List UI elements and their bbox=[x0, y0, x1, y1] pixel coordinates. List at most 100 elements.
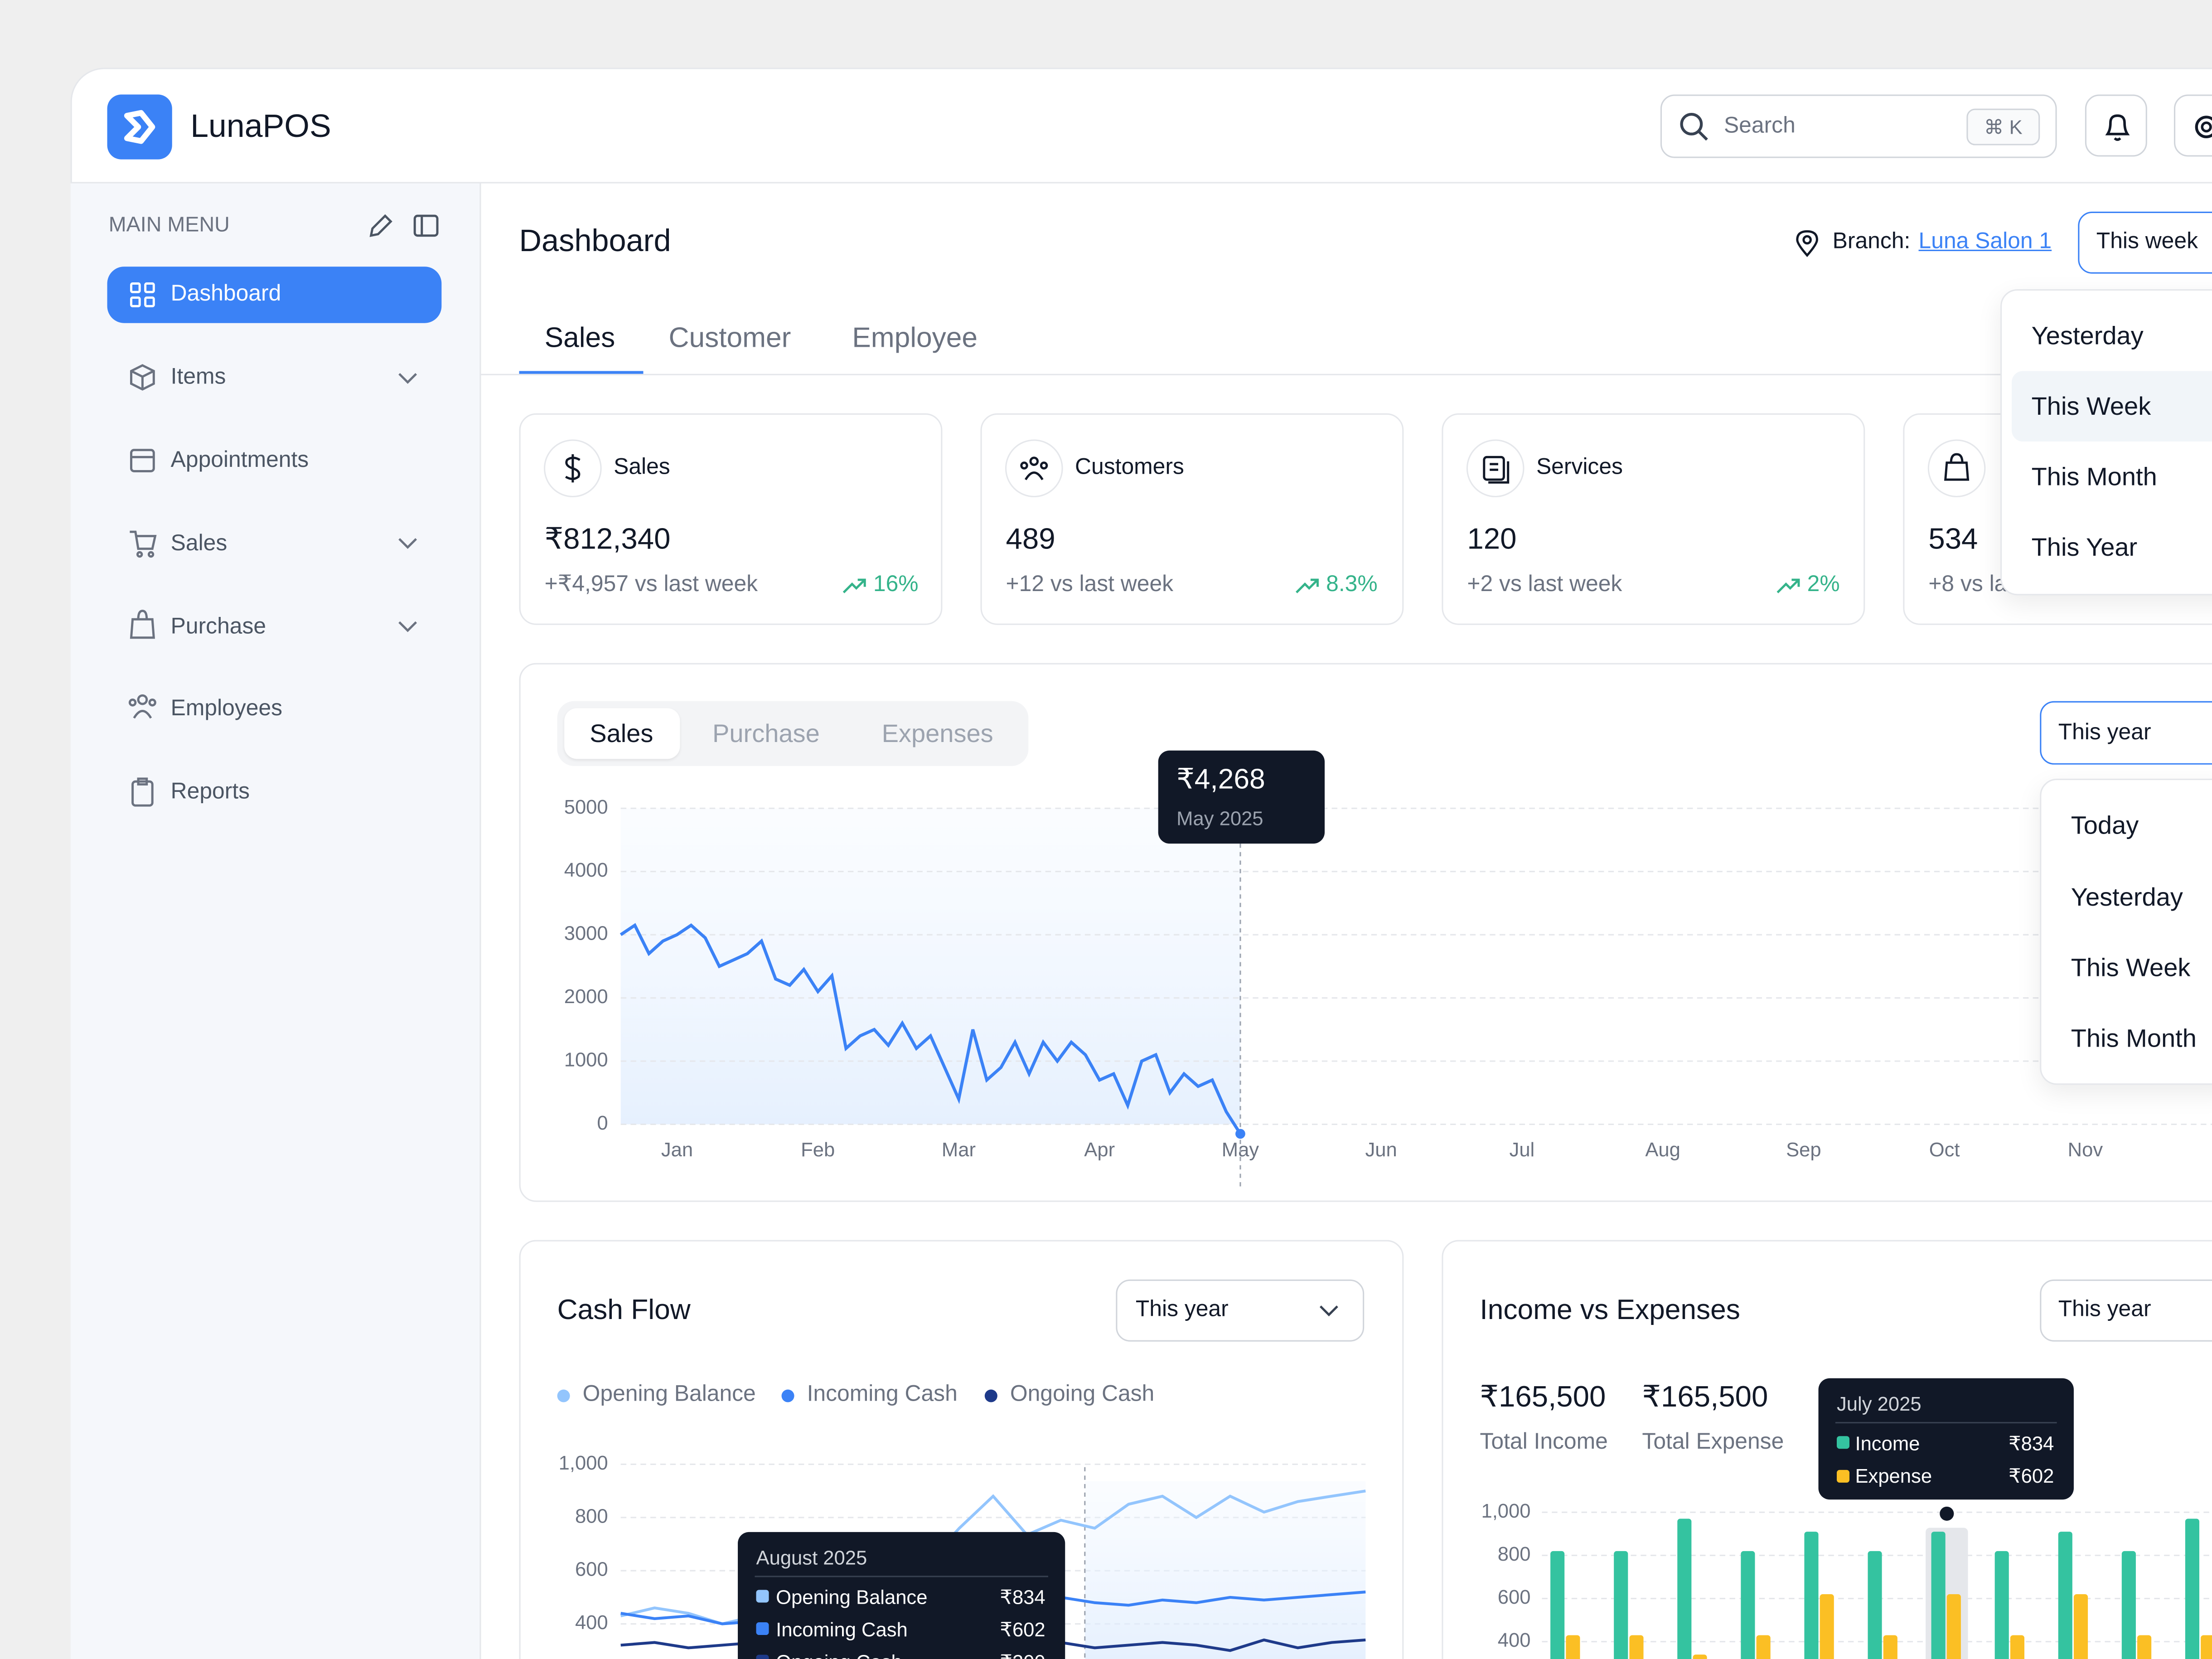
bar bbox=[1756, 1635, 1771, 1659]
branch-label: Branch: bbox=[1832, 230, 1911, 254]
chart-tab[interactable]: Expenses bbox=[881, 719, 993, 748]
dropdown-option[interactable]: This Week bbox=[2071, 953, 2191, 982]
period-value: This week bbox=[2096, 230, 2198, 254]
bar bbox=[1804, 1532, 1819, 1659]
stat-value: ₹812,340 bbox=[544, 523, 671, 556]
dropdown-option[interactable]: This Month bbox=[2031, 462, 2157, 491]
stat-value: 120 bbox=[1467, 523, 1517, 556]
tooltip-name: Incoming Cash bbox=[776, 1618, 908, 1641]
chevron bbox=[1319, 1305, 1338, 1317]
bell-icon bbox=[2105, 114, 2130, 141]
tab[interactable]: Customer bbox=[668, 323, 791, 354]
menu-item[interactable]: Items bbox=[170, 365, 226, 389]
x-tick-label: Apr bbox=[1084, 1139, 1115, 1161]
dropdown-option[interactable]: Yesterday bbox=[2031, 321, 2144, 350]
menu-item[interactable]: Employees bbox=[170, 697, 283, 721]
y-tick-label: 400 bbox=[575, 1612, 608, 1634]
dropdown-option[interactable]: Today bbox=[2071, 811, 2139, 839]
tooltip-label: May 2025 bbox=[1176, 807, 1263, 830]
dropdown-option[interactable]: This Month bbox=[2071, 1024, 2197, 1053]
legend-swatch bbox=[557, 1389, 570, 1402]
bar bbox=[1693, 1654, 1707, 1659]
bar bbox=[1629, 1635, 1644, 1659]
bar bbox=[1883, 1635, 1897, 1659]
x-tick-label: Feb bbox=[801, 1139, 835, 1161]
bar bbox=[1868, 1551, 1882, 1659]
chart-period-select[interactable] bbox=[2040, 701, 2212, 765]
x-tick-label: Sep bbox=[1786, 1139, 1821, 1161]
menu-item-active[interactable] bbox=[107, 267, 442, 323]
stat-label: Services bbox=[1536, 456, 1623, 480]
dropdown-option[interactable]: This Week bbox=[2031, 392, 2151, 421]
menu-item[interactable]: Dashboard bbox=[170, 282, 281, 306]
cash-period-select[interactable] bbox=[1116, 1279, 1365, 1342]
cash-tooltip bbox=[738, 1532, 1065, 1659]
total-value: ₹165,500 bbox=[1642, 1381, 1768, 1414]
menu-title: MAIN MENU bbox=[108, 213, 230, 237]
branch-link[interactable]: Luna Salon 1 bbox=[1918, 230, 2052, 254]
search-box[interactable]: Search ⌘ K bbox=[1660, 94, 2057, 158]
stat-change: 2% bbox=[1807, 572, 1840, 597]
income-period-select[interactable] bbox=[2040, 1279, 2212, 1342]
bar bbox=[1820, 1594, 1834, 1659]
tooltip-title: July 2025 bbox=[1836, 1392, 1922, 1415]
bar bbox=[1614, 1551, 1628, 1659]
total-label: Total Expense bbox=[1642, 1430, 1784, 1455]
y-tick-label: 800 bbox=[1498, 1543, 1531, 1565]
y-tick-label: 600 bbox=[575, 1559, 608, 1581]
y-tick-label: 5000 bbox=[564, 796, 608, 818]
menu-icons bbox=[128, 364, 417, 807]
pin-icon bbox=[1796, 230, 1818, 257]
shortcut: ⌘ K bbox=[1966, 108, 2040, 146]
period-select[interactable] bbox=[2078, 211, 2212, 274]
search-icon bbox=[1680, 112, 1708, 141]
menu-item[interactable]: Purchase bbox=[170, 615, 266, 639]
y-tick-label: 600 bbox=[1498, 1586, 1531, 1608]
x-tick-label: Mar bbox=[942, 1139, 976, 1161]
stat-comparison: +2 vs last week bbox=[1467, 572, 1622, 597]
tooltip-name: Opening Balance bbox=[776, 1586, 928, 1608]
legend-swatch bbox=[984, 1389, 997, 1402]
trend-icons bbox=[842, 578, 1800, 593]
menu-item[interactable]: Sales bbox=[170, 532, 227, 556]
dropdown-option[interactable]: This Year bbox=[2031, 533, 2138, 562]
notifications-button[interactable] bbox=[2085, 94, 2147, 157]
y-tick-label: 800 bbox=[575, 1505, 608, 1527]
period-dropdown bbox=[2000, 289, 2212, 596]
chart-tab[interactable]: Purchase bbox=[712, 719, 820, 748]
cash-title: Cash Flow bbox=[557, 1295, 691, 1326]
y-tick-label: 1,000 bbox=[1481, 1500, 1530, 1522]
tooltip-swatch bbox=[756, 1590, 769, 1603]
settings-button[interactable] bbox=[2173, 94, 2212, 157]
sales-tooltip bbox=[1158, 750, 1325, 844]
tooltip-swatch bbox=[756, 1622, 769, 1635]
stat-comparison: +12 vs last week bbox=[1006, 572, 1174, 597]
legend-label: Incoming Cash bbox=[807, 1382, 958, 1407]
chart-tab[interactable]: Sales bbox=[590, 719, 653, 748]
logo[interactable] bbox=[107, 94, 172, 160]
dropdown-option[interactable]: Yesterday bbox=[2071, 883, 2183, 912]
menu-item[interactable]: Appointments bbox=[170, 448, 309, 473]
stat-value: 489 bbox=[1006, 523, 1055, 556]
tab-active[interactable]: Sales bbox=[544, 323, 615, 354]
tooltip-value: ₹834 bbox=[2008, 1431, 2054, 1455]
y-tick-label: 3000 bbox=[564, 923, 608, 945]
total-label: Total Income bbox=[1480, 1430, 1608, 1455]
tooltip-divider bbox=[1835, 1422, 2057, 1424]
bar bbox=[2137, 1635, 2152, 1659]
bar bbox=[1946, 1594, 1961, 1659]
menu-item[interactable]: Reports bbox=[170, 780, 250, 804]
sidebar bbox=[70, 183, 481, 1659]
bar bbox=[1994, 1551, 2009, 1659]
chart-tab-active-bg[interactable] bbox=[564, 708, 680, 759]
sidebar-tools[interactable] bbox=[367, 212, 451, 240]
y-tick-label: 400 bbox=[1498, 1630, 1531, 1651]
income-tooltip bbox=[1818, 1378, 2074, 1500]
bar bbox=[1677, 1518, 1692, 1659]
hover-dot bbox=[1940, 1506, 1954, 1521]
tab[interactable]: Employee bbox=[852, 323, 978, 354]
tooltip-swatch bbox=[1836, 1470, 1850, 1483]
